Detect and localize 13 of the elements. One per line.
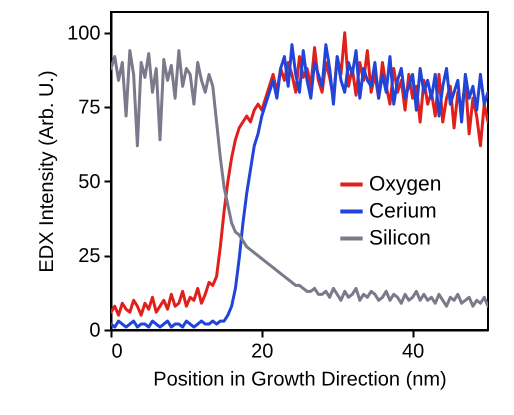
- legend-label: Cerium: [369, 200, 437, 222]
- y-tick-label: 0: [89, 320, 100, 342]
- legend-label: Oxygen: [369, 172, 442, 196]
- legend-label: Silicon: [369, 226, 431, 250]
- x-tick-label: 20: [251, 340, 274, 362]
- x-tick-label: 40: [402, 340, 424, 362]
- y-tick-label: 75: [78, 96, 100, 119]
- y-tick-label: 100: [67, 22, 100, 44]
- x-tick-label: 0: [112, 340, 123, 362]
- x-axis-title: Position in Growth Direction (nm): [153, 368, 447, 390]
- y-axis-title: EDX Intensity (Arb. U.): [36, 70, 58, 273]
- y-tick-label: 25: [78, 245, 100, 268]
- y-tick-label: 50: [78, 170, 100, 193]
